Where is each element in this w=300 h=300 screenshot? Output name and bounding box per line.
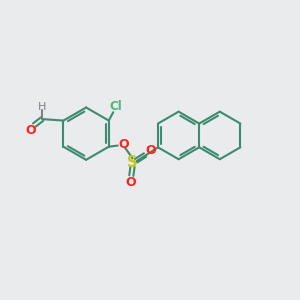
Text: O: O: [126, 176, 136, 189]
Text: O: O: [25, 124, 36, 137]
Text: Cl: Cl: [110, 100, 123, 113]
Text: H: H: [38, 102, 46, 112]
Text: S: S: [127, 155, 138, 170]
Text: O: O: [118, 138, 129, 152]
Text: O: O: [145, 144, 156, 158]
